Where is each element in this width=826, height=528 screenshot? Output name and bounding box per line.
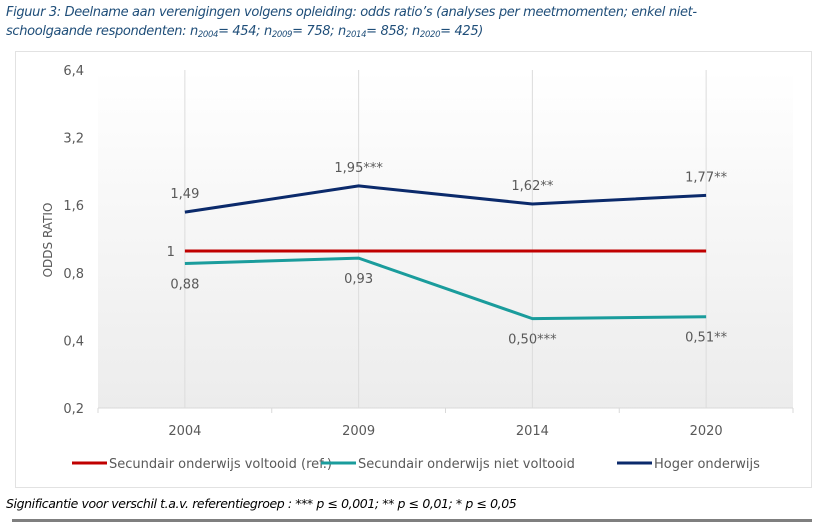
data-labels: 1 0,88 0,93 0,50*** 0,51** 1,49 1,95*** 1,62** 1… [167,161,728,348]
significance-footnote: Significantie voor verschil t.a.v. refer… [6,496,517,511]
legend-label: Hoger onderwijs [654,457,760,472]
x-axis [97,407,794,413]
y-tick-label: 1,6 [63,199,84,214]
x-tick-label-2004: 2004 [168,424,201,439]
y-tick-label: 0,4 [63,334,84,349]
x-tick-label-2014: 2014 [516,424,549,439]
data-label-2-2014: 1,62** [511,179,553,194]
x-tick-label-2020: 2020 [690,424,723,439]
legend-label: Secundair onderwijs voltooid (ref.) [109,457,332,472]
y-tick-label: 3,2 [63,132,84,147]
data-label-2-2009: 1,95*** [334,161,383,176]
legend-label: Secundair onderwijs niet voltooid [358,457,575,472]
caption-line-2-prefix: schoolgaande respondenten: [6,24,190,39]
plot-area [98,70,793,408]
legend-item-1: Secundair onderwijs niet voltooid [321,457,575,472]
series-lines [184,184,707,321]
footer-divider [12,519,812,522]
series-line-1 [184,256,707,321]
legend: Secundair onderwijs voltooid (ref.) Secun… [72,457,760,472]
legend-item-2: Hoger onderwijs [617,457,760,472]
y-axis-title: ODDS RATIO [41,203,55,278]
sample-size-2020: n2020= 425) [412,24,483,40]
data-label-1-2020: 0,51** [685,331,727,346]
vertical-gridlines [184,70,707,408]
y-tick-label: 0,2 [63,402,84,417]
x-axis-tick-labels: 2004 2009 2014 2020 [168,424,722,439]
data-label-0-2004: 1 [167,245,175,260]
figure-caption: Figuur 3: Deelname aan verenigingen volg… [6,3,821,41]
y-axis-tick-labels: 0,2 0,4 0,8 1,6 3,2 6,4 [63,64,84,417]
series-line-2 [184,184,707,214]
data-label-2-2020: 1,77** [685,170,727,185]
data-label-1-2009: 0,93 [344,272,373,287]
y-tick-label: 0,8 [63,267,84,282]
data-label-1-2014: 0,50*** [508,333,557,348]
x-tick-label-2009: 2009 [342,424,375,439]
data-label-1-2004: 0,88 [170,278,199,293]
caption-line-2: schoolgaande respondenten: n2004= 454; n… [6,22,821,41]
y-tick-label: 6,4 [63,64,84,79]
sample-size-2004: n2004= 454; [189,24,264,40]
data-label-2-2004: 1,49 [170,187,199,202]
caption-line-1: Figuur 3: Deelname aan verenigingen volg… [6,5,697,20]
legend-item-0: Secundair onderwijs voltooid (ref.) [72,457,332,472]
sample-size-2014: n2014= 858; [338,24,413,40]
sample-size-2009: n2009= 758; [263,24,338,40]
